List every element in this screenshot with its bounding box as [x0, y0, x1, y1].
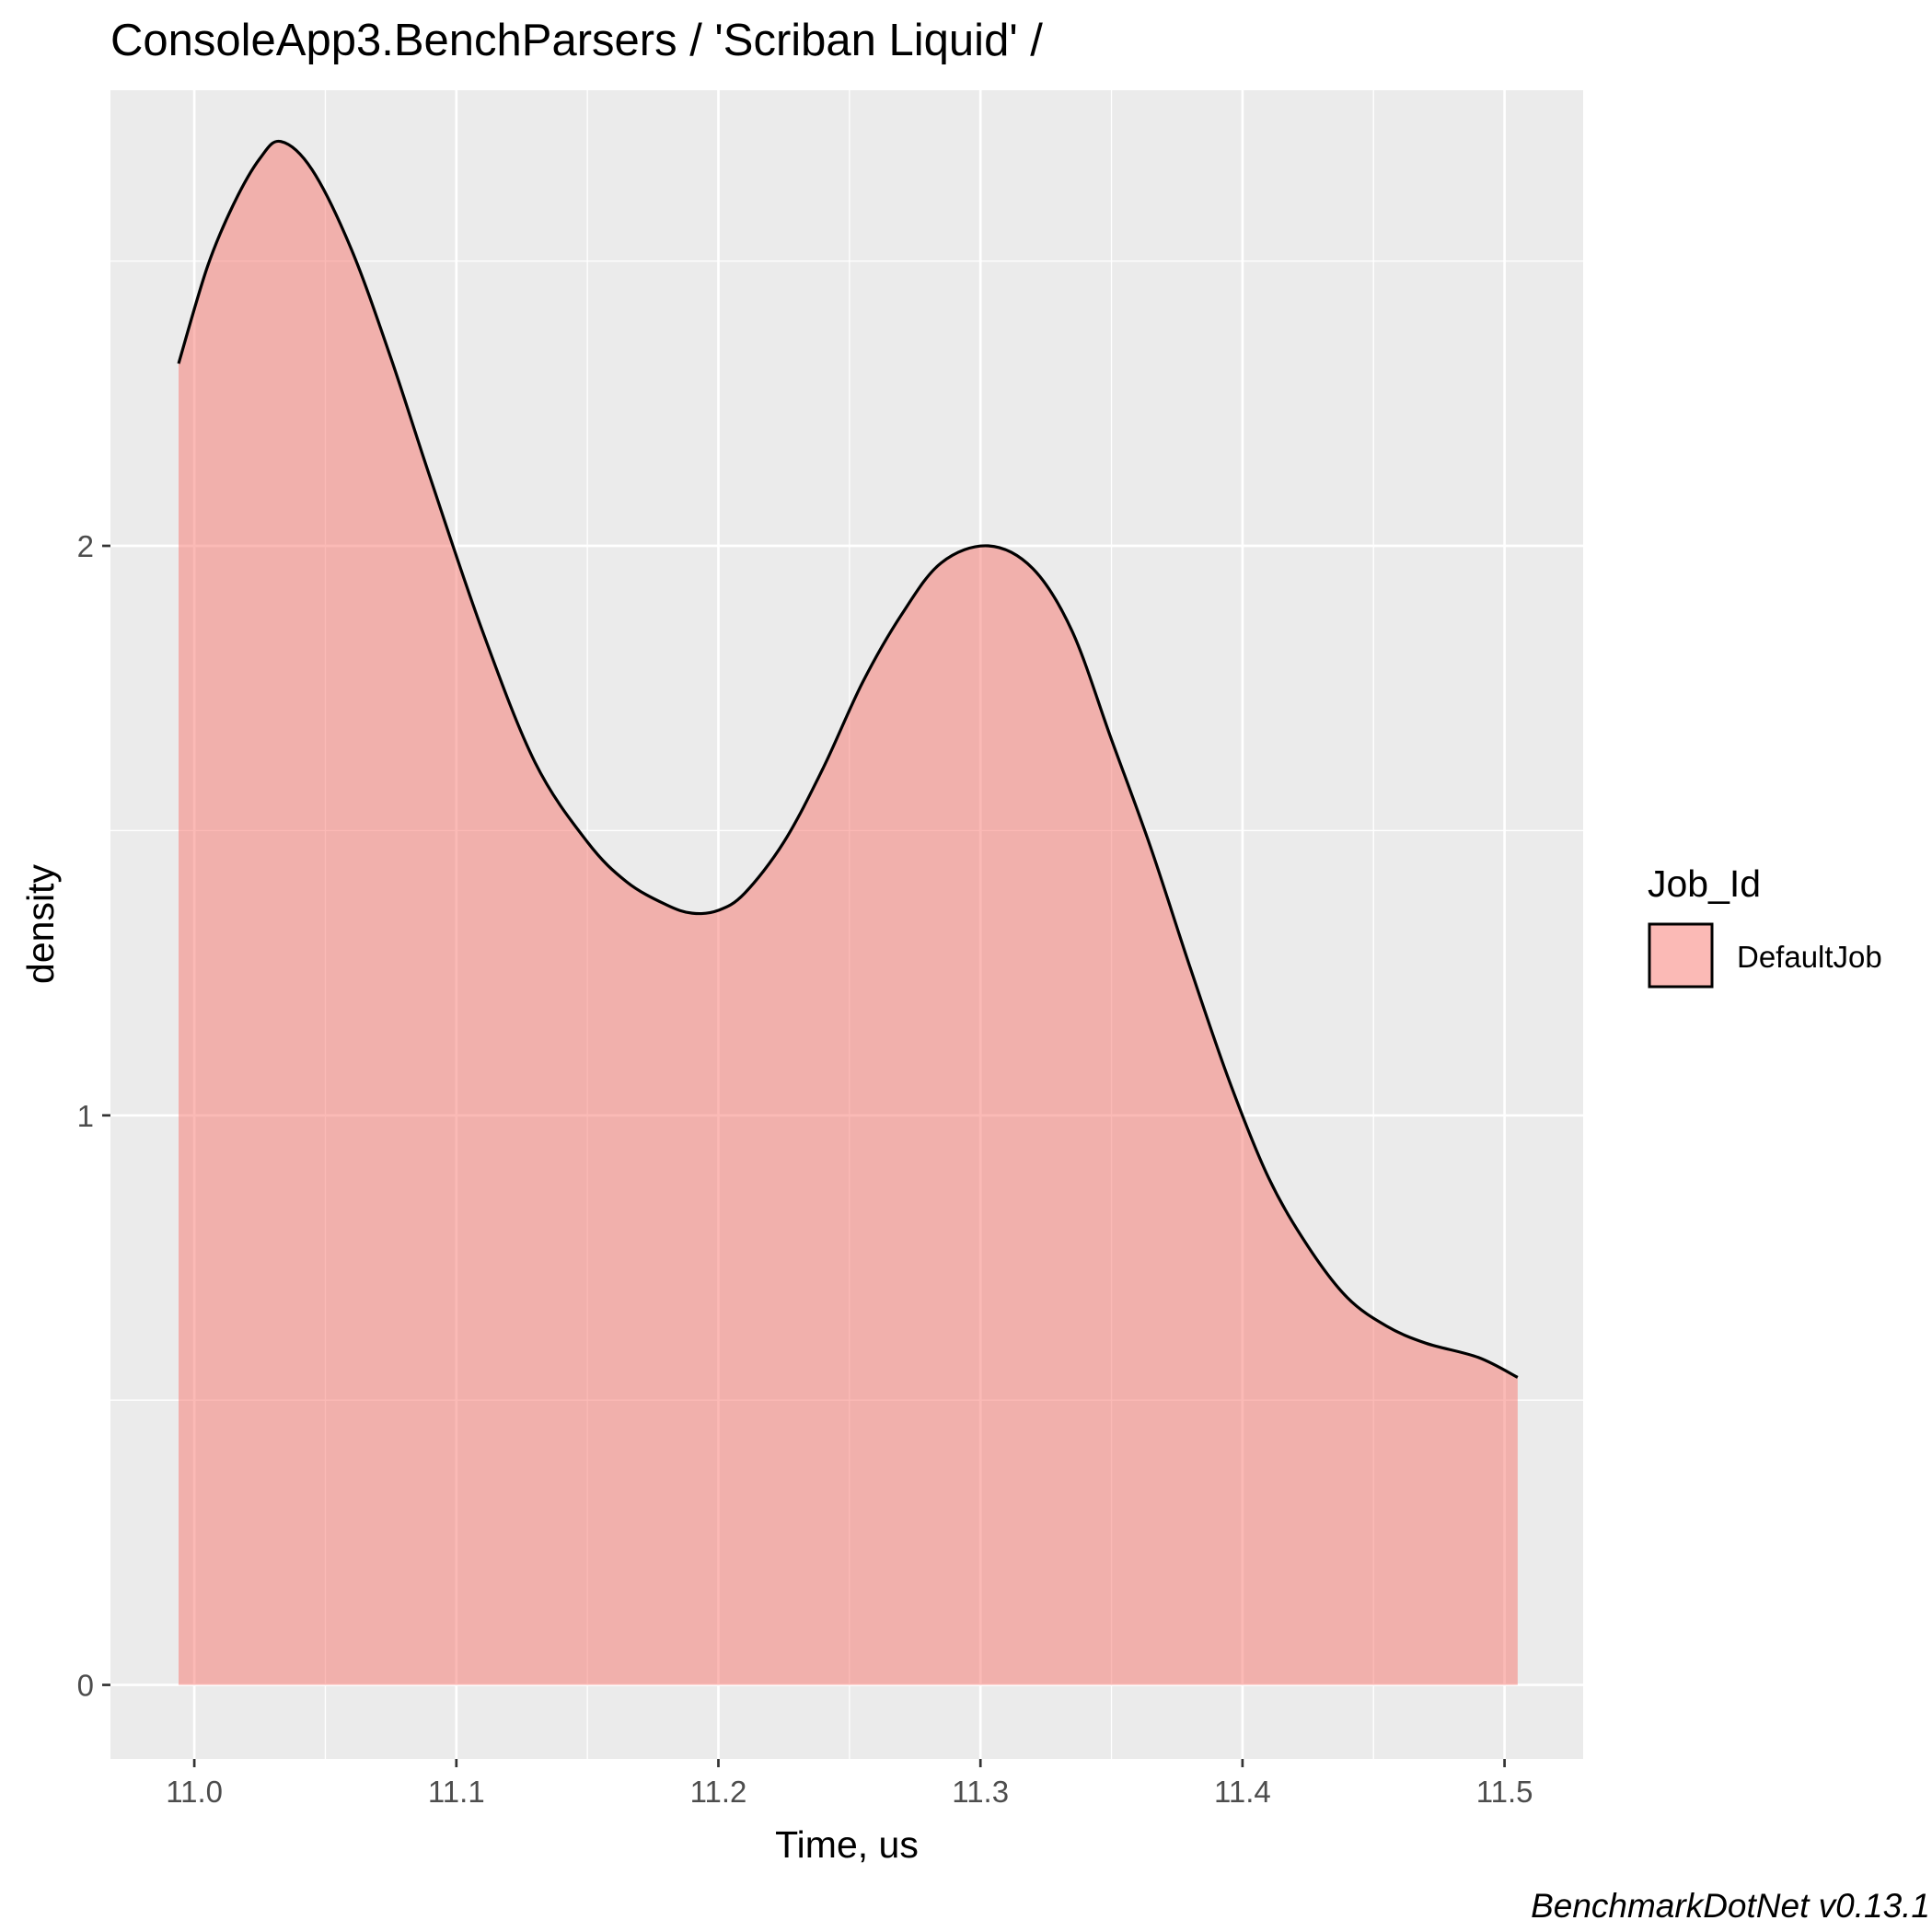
x-tick-label: 11.2	[690, 1775, 747, 1809]
y-tick-label: 0	[77, 1669, 94, 1703]
series-layer	[177, 139, 1519, 1685]
y-axis: 0 1 2	[77, 529, 110, 1703]
x-axis: 11.0 11.1 11.2 11.3 11.4 11.5	[166, 1759, 1533, 1809]
legend: Job_Id DefaultJob	[1648, 862, 1882, 989]
x-tick-label: 11.0	[166, 1775, 223, 1809]
y-tick-label: 2	[77, 529, 94, 563]
density-line-defaultjob	[177, 139, 1519, 1379]
x-axis-title: Time, us	[775, 1823, 919, 1866]
caption: BenchmarkDotNet v0.13.1	[1531, 1887, 1930, 1925]
y-tick-label: 1	[77, 1099, 94, 1133]
y-axis-title: density	[19, 864, 62, 984]
x-tick-label: 11.4	[1214, 1775, 1271, 1809]
chart-title: ConsoleApp3.BenchParsers / 'Scriban Liqu…	[110, 16, 1043, 65]
density-area-defaultjob	[179, 141, 1518, 1685]
legend-title: Job_Id	[1648, 862, 1761, 905]
x-tick-label: 11.5	[1476, 1775, 1533, 1809]
x-tick-label: 11.3	[952, 1775, 1009, 1809]
legend-label-defaultjob: DefaultJob	[1737, 940, 1882, 974]
x-tick-label: 11.1	[428, 1775, 485, 1809]
legend-key-defaultjob	[1648, 922, 1714, 989]
